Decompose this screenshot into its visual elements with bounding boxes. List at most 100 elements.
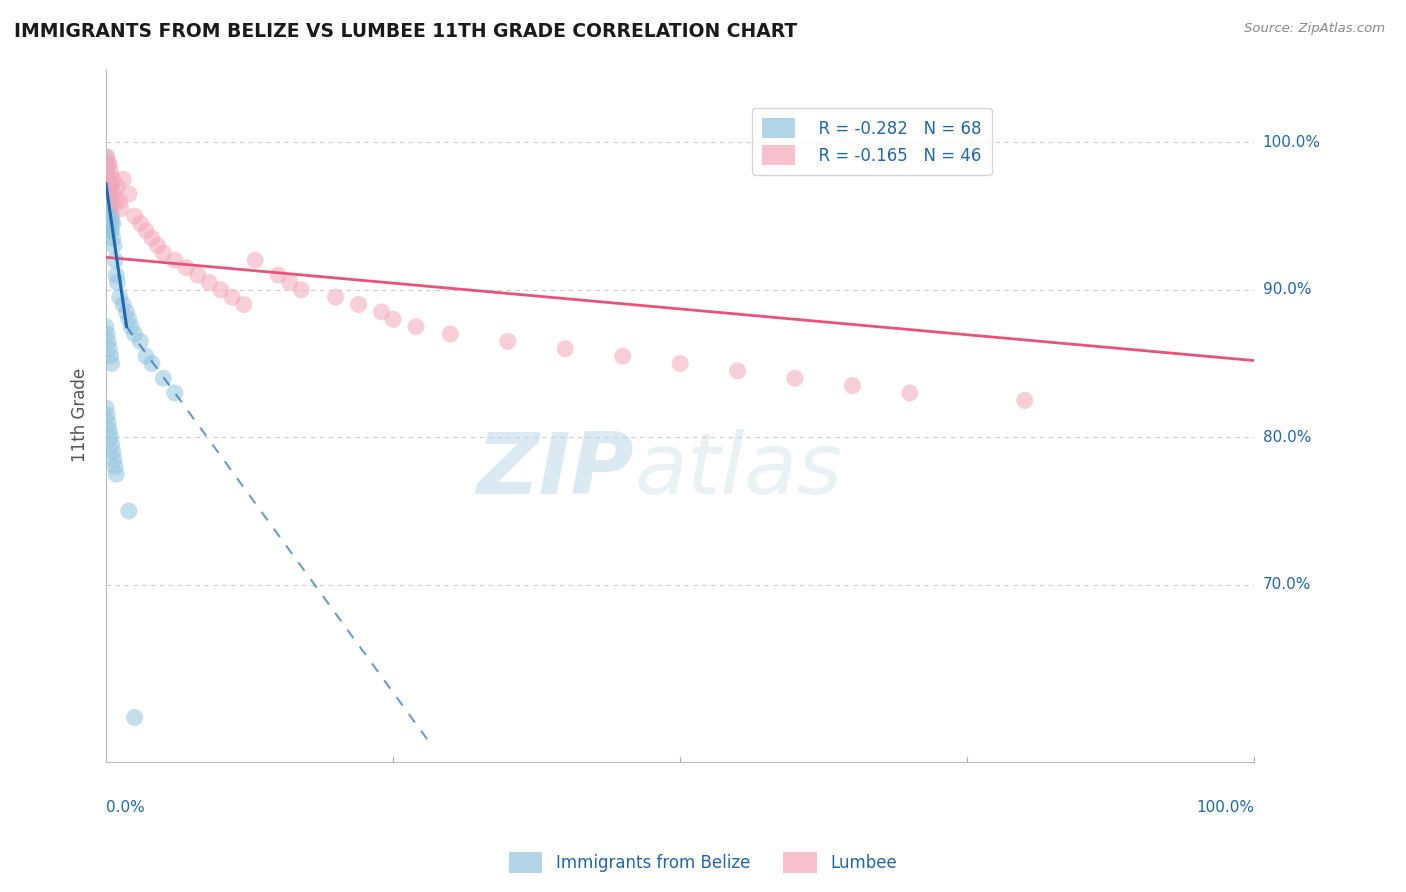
Text: atlas: atlas bbox=[634, 429, 842, 512]
Point bbox=[98, 216, 121, 230]
Point bbox=[135, 224, 157, 238]
Point bbox=[101, 216, 124, 230]
Point bbox=[103, 186, 125, 201]
Point bbox=[100, 186, 122, 201]
Point bbox=[100, 430, 122, 444]
Point bbox=[187, 268, 209, 282]
Point bbox=[103, 238, 125, 252]
Text: 80.0%: 80.0% bbox=[1263, 430, 1310, 445]
Point bbox=[97, 224, 120, 238]
Point bbox=[100, 202, 122, 216]
Point bbox=[198, 276, 221, 290]
Point bbox=[96, 179, 118, 194]
Point bbox=[97, 334, 120, 349]
Point bbox=[101, 172, 124, 186]
Point bbox=[101, 445, 124, 459]
Point bbox=[108, 194, 131, 209]
Point bbox=[96, 408, 118, 422]
Legend: Immigrants from Belize, Lumbee: Immigrants from Belize, Lumbee bbox=[502, 846, 904, 880]
Point bbox=[118, 504, 141, 518]
Point bbox=[146, 238, 169, 252]
Point bbox=[727, 364, 749, 378]
Point bbox=[97, 186, 120, 201]
Point bbox=[118, 312, 141, 326]
Point bbox=[104, 459, 127, 474]
Point bbox=[100, 165, 122, 179]
Point bbox=[97, 216, 120, 230]
Point bbox=[104, 194, 127, 209]
Text: 0.0%: 0.0% bbox=[105, 800, 145, 815]
Point bbox=[104, 253, 127, 268]
Point bbox=[98, 209, 121, 223]
Point bbox=[245, 253, 267, 268]
Point bbox=[163, 386, 186, 401]
Point bbox=[783, 371, 806, 385]
Point bbox=[176, 260, 198, 275]
Point bbox=[96, 165, 118, 179]
Point bbox=[97, 202, 120, 216]
Point bbox=[152, 246, 174, 260]
Point bbox=[100, 179, 122, 194]
Point bbox=[97, 172, 120, 186]
Point bbox=[97, 179, 120, 194]
Point bbox=[98, 186, 121, 201]
Point bbox=[100, 357, 122, 371]
Point bbox=[105, 276, 128, 290]
Point bbox=[120, 319, 142, 334]
Point bbox=[152, 371, 174, 385]
Point bbox=[100, 224, 122, 238]
Point bbox=[103, 452, 125, 467]
Point bbox=[97, 194, 120, 209]
Point bbox=[325, 290, 347, 304]
Point bbox=[97, 416, 120, 430]
Point bbox=[118, 186, 141, 201]
Point bbox=[669, 357, 692, 371]
Point bbox=[898, 386, 921, 401]
Point bbox=[96, 186, 118, 201]
Point bbox=[100, 209, 122, 223]
Point bbox=[96, 194, 118, 209]
Point bbox=[124, 209, 146, 223]
Text: 90.0%: 90.0% bbox=[1263, 282, 1312, 297]
Point bbox=[98, 224, 121, 238]
Point bbox=[221, 290, 243, 304]
Point bbox=[98, 179, 121, 194]
Point bbox=[110, 202, 132, 216]
Point bbox=[96, 172, 118, 186]
Point bbox=[439, 326, 461, 341]
Point bbox=[100, 349, 122, 363]
Point bbox=[612, 349, 634, 363]
Text: Source: ZipAtlas.com: Source: ZipAtlas.com bbox=[1244, 22, 1385, 36]
Point bbox=[105, 268, 128, 282]
Point bbox=[278, 276, 301, 290]
Text: 100.0%: 100.0% bbox=[1263, 135, 1320, 150]
Point bbox=[96, 150, 118, 164]
Point bbox=[98, 423, 121, 437]
Point bbox=[163, 253, 186, 268]
Point bbox=[100, 437, 122, 451]
Point bbox=[267, 268, 290, 282]
Point bbox=[112, 172, 135, 186]
Point bbox=[98, 172, 121, 186]
Point bbox=[124, 326, 146, 341]
Point bbox=[94, 157, 117, 171]
Point bbox=[97, 209, 120, 223]
Point bbox=[96, 202, 118, 216]
Point bbox=[94, 319, 117, 334]
Point bbox=[96, 209, 118, 223]
Point bbox=[405, 319, 427, 334]
Point bbox=[105, 179, 128, 194]
Point bbox=[129, 216, 152, 230]
Point bbox=[96, 326, 118, 341]
Y-axis label: 11th Grade: 11th Grade bbox=[72, 368, 89, 462]
Point bbox=[347, 297, 370, 311]
Point bbox=[290, 283, 312, 297]
Point bbox=[98, 202, 121, 216]
Point bbox=[100, 216, 122, 230]
Point bbox=[115, 305, 138, 319]
Point bbox=[1014, 393, 1036, 408]
Text: 70.0%: 70.0% bbox=[1263, 577, 1310, 592]
Point bbox=[100, 194, 122, 209]
Point bbox=[141, 231, 163, 245]
Point bbox=[98, 342, 121, 356]
